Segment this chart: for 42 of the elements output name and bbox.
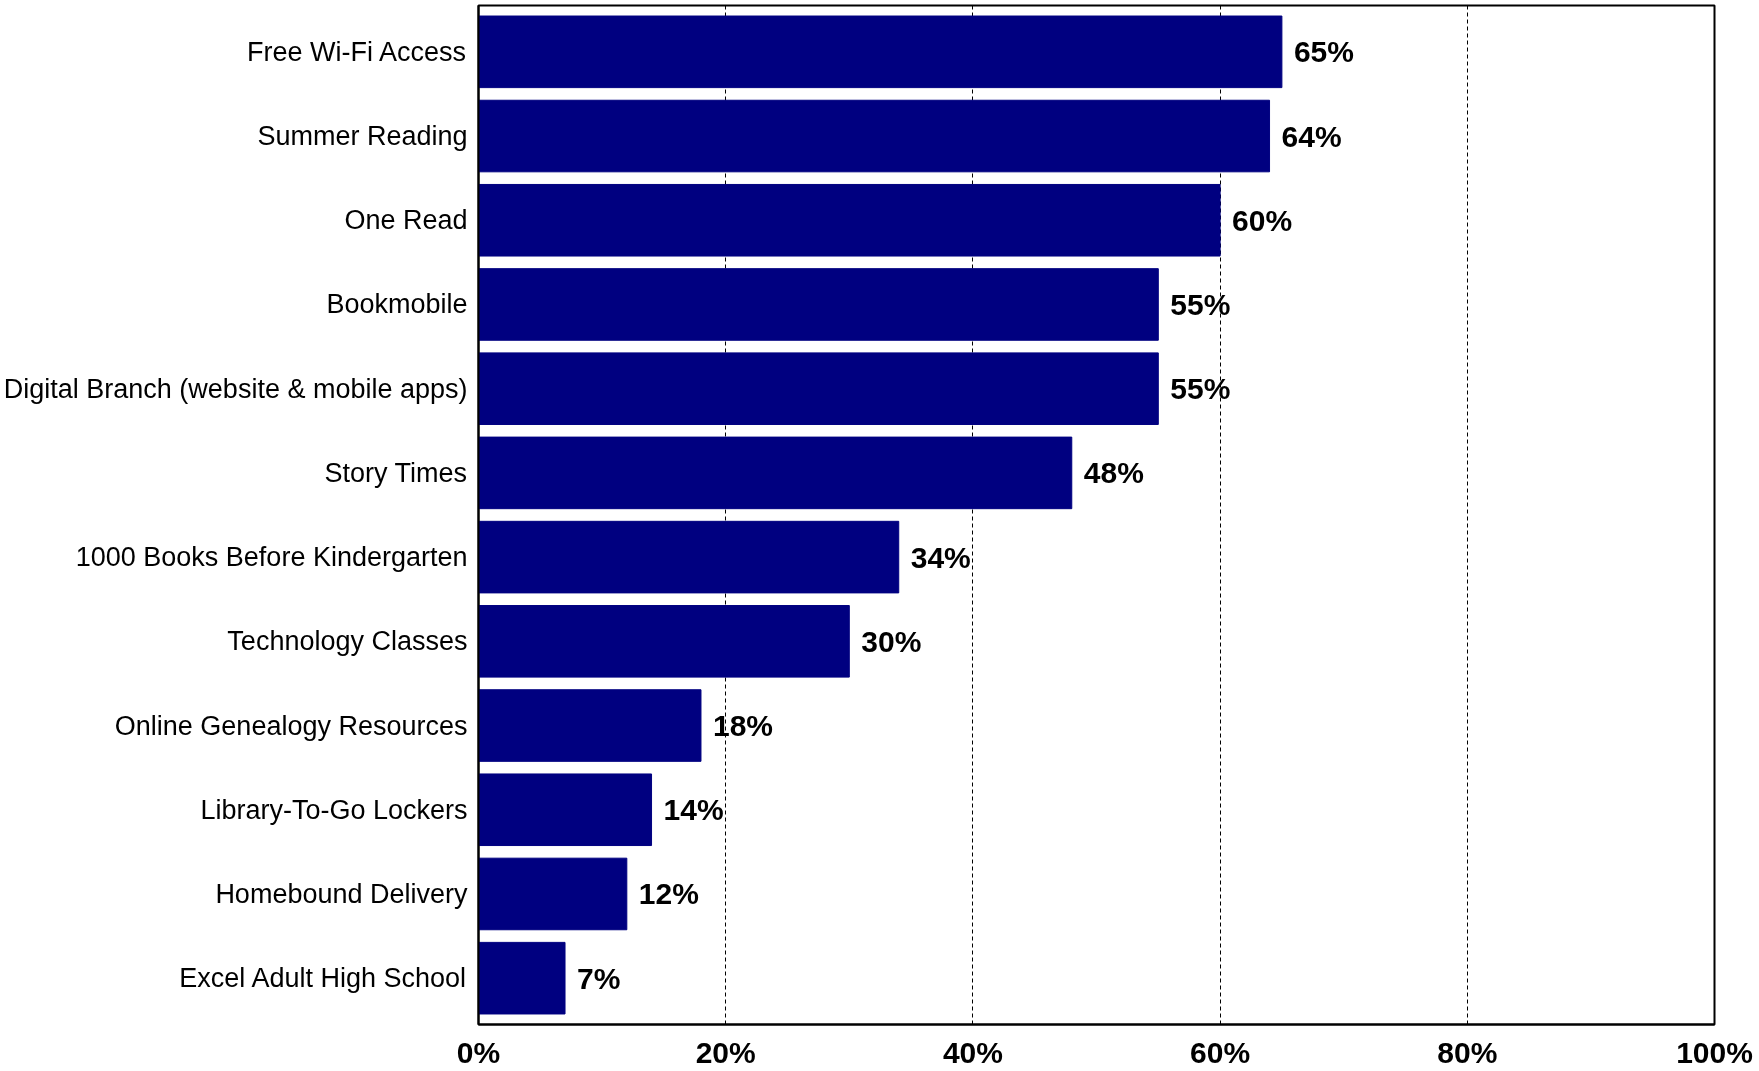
y-tick-label: Online Genealogy Resources (114, 710, 468, 741)
bar (478, 857, 628, 931)
y-tick-label: Homebound Delivery (215, 878, 468, 909)
data-label: 48% (1083, 456, 1144, 490)
x-tick-label: 80% (1437, 1035, 1498, 1069)
y-tick-label: Bookmobile (326, 289, 468, 320)
x-tick-label: 0% (456, 1035, 501, 1069)
y-tick-label: One Read (344, 205, 468, 236)
y-tick-label: Story Times (324, 457, 468, 488)
y-tick-label: Excel Adult High School (179, 963, 467, 994)
y-tick-label: Summer Reading (257, 121, 468, 152)
data-label: 18% (712, 709, 774, 743)
x-tick-label: 100% (1676, 1035, 1753, 1069)
data-label: 30% (861, 624, 922, 658)
bar (478, 605, 850, 678)
bar (478, 352, 1159, 425)
data-label: 14% (663, 793, 724, 827)
bar (478, 520, 900, 594)
data-label: 34% (910, 540, 971, 574)
data-label: 64% (1281, 119, 1342, 153)
bar (478, 99, 1271, 173)
data-label: 55% (1170, 287, 1231, 321)
y-tick-label: 1000 Books Before Kindergarten (75, 542, 468, 573)
data-label: 65% (1293, 35, 1354, 69)
bar (478, 773, 653, 847)
y-tick-label: Technology Classes (227, 626, 468, 657)
y-tick-label: Free Wi-Fi Access (246, 36, 467, 67)
bar (478, 268, 1159, 341)
bar (478, 436, 1073, 510)
data-label: 55% (1170, 372, 1231, 406)
data-label: 7% (577, 961, 621, 995)
bar (478, 15, 1283, 89)
x-tick-label: 40% (942, 1035, 1003, 1069)
y-tick-label: Digital Branch (website & mobile apps) (3, 373, 468, 404)
x-tick-label: 20% (695, 1035, 756, 1069)
bar (478, 183, 1221, 257)
bar (478, 689, 702, 762)
bar (478, 941, 566, 1015)
x-tick-label: 60% (1190, 1035, 1251, 1069)
data-label: 60% (1232, 203, 1293, 237)
y-tick-label: Library-To-Go Lockers (200, 794, 468, 825)
data-label: 12% (638, 877, 699, 911)
